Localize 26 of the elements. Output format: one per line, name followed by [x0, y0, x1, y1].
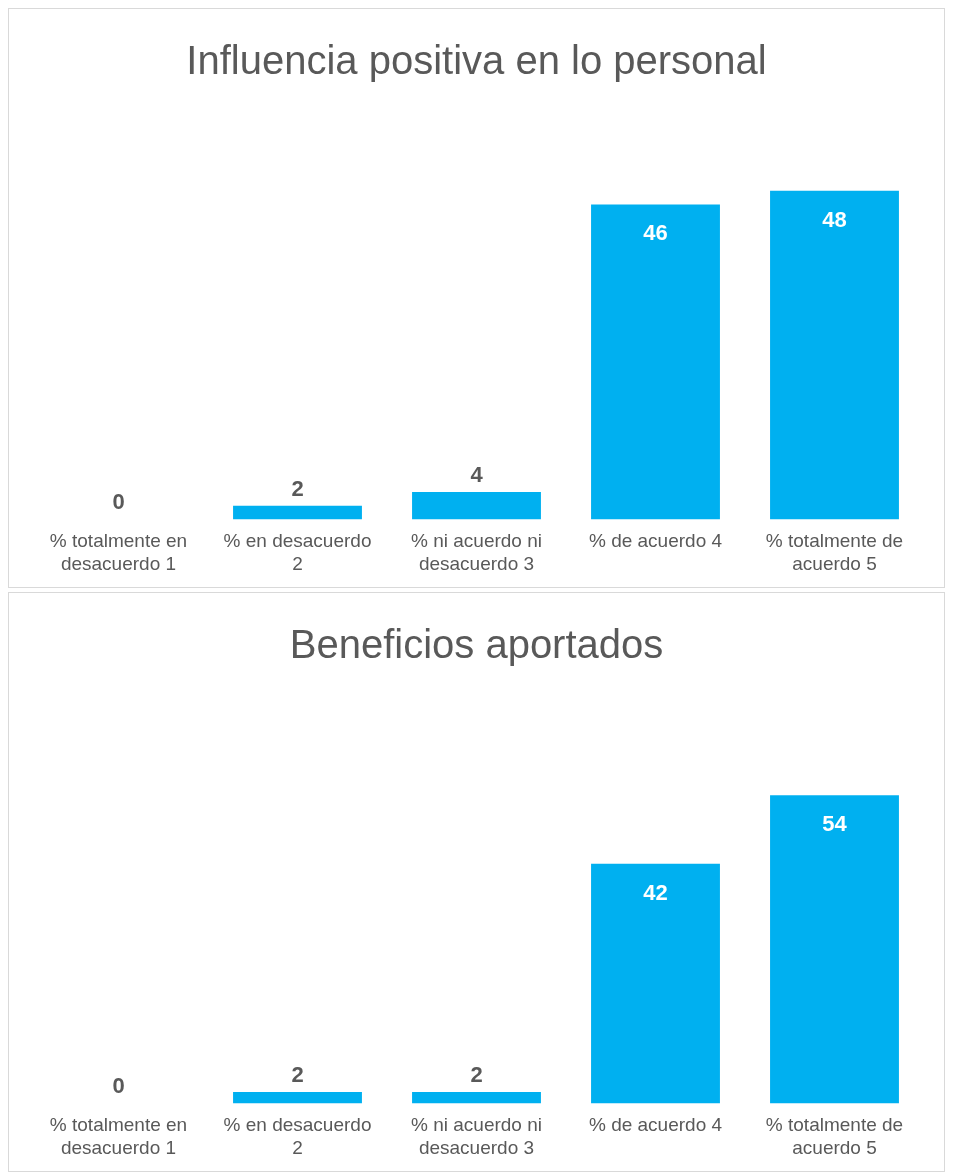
chart-title: Beneficios aportados [289, 622, 664, 667]
data-label: 42 [643, 879, 668, 905]
chart-title: Influencia positiva en lo personal [186, 38, 767, 83]
bar [233, 505, 362, 520]
data-label: 54 [822, 811, 848, 837]
bar [770, 190, 899, 520]
x-tick-label: % ni acuerdo ni desacuerdo 3 [411, 1114, 542, 1158]
data-label: 2 [291, 475, 304, 501]
bar [412, 492, 541, 520]
data-label: 46 [643, 220, 668, 246]
data-label: 2 [470, 1062, 483, 1088]
x-tick-label: % totalmente de acuerdo 5 [765, 530, 904, 574]
bar [591, 204, 720, 520]
data-label: 4 [470, 462, 484, 488]
data-label: 48 [822, 206, 847, 232]
x-tick-label: % ni acuerdo ni desacuerdo 3 [411, 530, 542, 574]
x-tick-label: % en desacuerdo 2 [223, 530, 372, 574]
x-tick-label: % totalmente de acuerdo 5 [765, 1114, 904, 1158]
x-tick-label: % totalmente en desacuerdo 1 [49, 1114, 188, 1158]
x-tick-label: % de acuerdo 4 [588, 1114, 723, 1136]
x-tick-label: % en desacuerdo 2 [223, 1114, 372, 1158]
x-tick-label: % totalmente en desacuerdo 1 [49, 530, 188, 574]
data-label: 2 [291, 1062, 304, 1088]
x-tick-label: % de acuerdo 4 [588, 530, 723, 552]
data-label: 0 [112, 489, 125, 515]
data-label: 0 [112, 1073, 125, 1099]
